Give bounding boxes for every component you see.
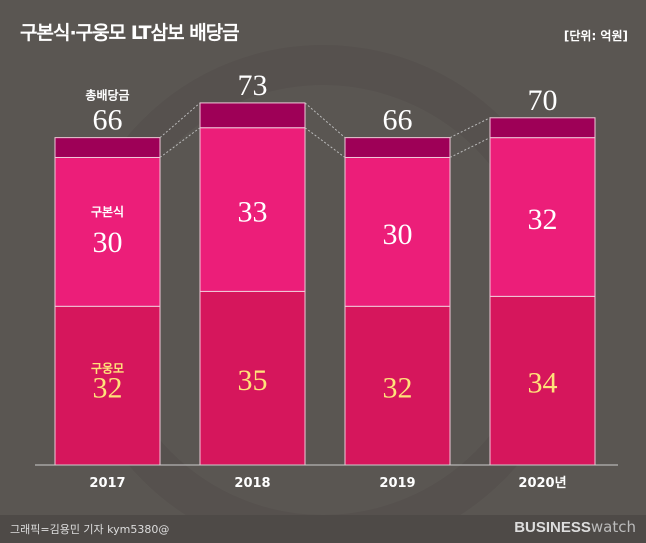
chart-title: 구본식·구웅모 LT삼보 배당금 bbox=[20, 22, 240, 44]
bar-segment-기타 bbox=[54, 137, 161, 158]
unit-label: [단위: 억원] bbox=[563, 29, 628, 43]
total-label: 73 bbox=[238, 69, 268, 102]
bar-segment-구웅모 bbox=[489, 295, 596, 466]
total-series-label: 총배당금 bbox=[85, 88, 129, 103]
bar-segment-구본식 bbox=[199, 127, 306, 292]
credit: 그래픽=김용민 기자 kym5380@ bbox=[10, 523, 170, 536]
bar-segment-기타 bbox=[199, 102, 306, 129]
logo-light: watch bbox=[590, 518, 636, 536]
value-label-구본식: 30 bbox=[93, 226, 123, 259]
total-label: 66 bbox=[93, 104, 123, 137]
connector-line bbox=[449, 137, 491, 158]
value-label-구본식: 33 bbox=[238, 196, 268, 229]
connector-line bbox=[449, 117, 491, 139]
value-label-구웅모: 32 bbox=[383, 372, 413, 405]
x-tick-label: 2018 bbox=[234, 476, 270, 491]
logo-bold: BUSINESS bbox=[514, 519, 591, 536]
x-tick-label: 2019 bbox=[379, 476, 415, 491]
value-label-구웅모: 34 bbox=[528, 367, 558, 400]
total-label: 66 bbox=[383, 104, 413, 137]
series-label-구본식: 구본식 bbox=[91, 204, 124, 219]
connector-line bbox=[304, 127, 346, 158]
bar-segment-구본식 bbox=[344, 156, 451, 307]
bar-segment-기타 bbox=[489, 117, 596, 139]
bar-segment-구본식 bbox=[489, 137, 596, 297]
value-label-구웅모: 35 bbox=[238, 364, 268, 397]
bar-segment-구본식 bbox=[54, 156, 161, 307]
connector-line bbox=[159, 102, 201, 139]
x-tick-label: 2017 bbox=[89, 476, 125, 491]
value-label-구웅모: 32 bbox=[93, 372, 123, 405]
x-tick-label: 2020년 bbox=[518, 476, 566, 491]
footer: 그래픽=김용민 기자 kym5380@ BUSINESSwatch bbox=[0, 515, 646, 543]
total-label: 70 bbox=[528, 84, 558, 117]
series-label-구웅모: 구웅모 bbox=[91, 361, 124, 376]
connector-line bbox=[304, 102, 346, 139]
connector-line bbox=[159, 127, 201, 158]
logo: BUSINESSwatch bbox=[514, 518, 636, 536]
value-label-구본식: 32 bbox=[528, 203, 558, 236]
value-label-구본식: 30 bbox=[383, 218, 413, 251]
bar-segment-기타 bbox=[344, 137, 451, 158]
